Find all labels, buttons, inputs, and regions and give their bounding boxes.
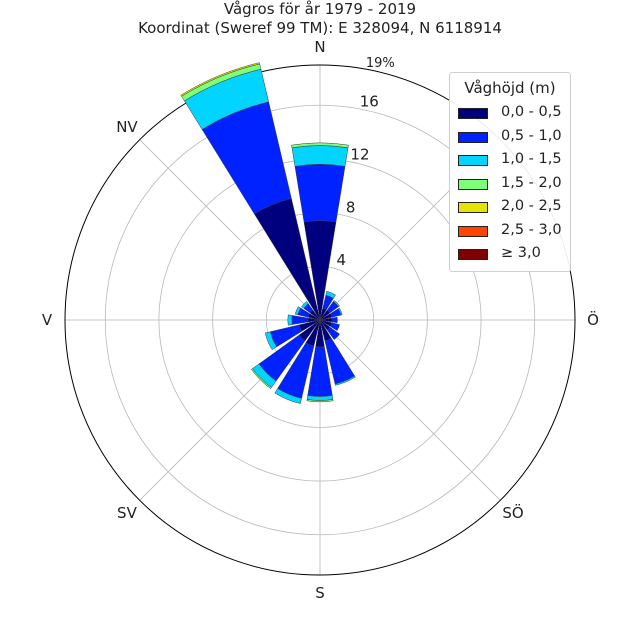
legend-title: Våghöjd (m): [464, 79, 556, 97]
grid-spoke: [139, 139, 321, 321]
bar-segment: [334, 375, 356, 386]
legend-swatch: [458, 108, 488, 119]
bar-segment: [294, 306, 301, 316]
axis-labels: 4 8 12 16 19% N NV V SV S SÖ Ö: [42, 38, 599, 602]
bar-segment: [291, 145, 349, 167]
legend-label: 1,0 - 1,5: [501, 151, 562, 167]
legend-item: 0,0 - 0,5: [458, 104, 570, 122]
bar-segment: [287, 314, 293, 326]
legend-item: 2,5 - 3,0: [458, 221, 570, 240]
legend-swatch: [458, 225, 488, 237]
legend: Våghöjd (m) 0,0 - 0,5 0,5 - 1,0 1,0 - 1,…: [449, 72, 571, 272]
bar-segment: [294, 164, 346, 223]
r-tick-label: 8: [346, 198, 356, 216]
r-max-label: 19%: [366, 56, 395, 71]
legend-label: 2,5 - 3,0: [501, 221, 562, 238]
legend-item: 0,5 - 1,0: [458, 127, 570, 146]
bar-segment: [325, 290, 336, 299]
bar-segment: [180, 62, 261, 97]
direction-label: V: [42, 311, 53, 329]
direction-label: SÖ: [502, 503, 523, 522]
legend-label: 1,5 - 2,0: [501, 174, 562, 191]
legend-swatch: [458, 202, 488, 213]
legend-label: 2,0 - 2,5: [501, 198, 562, 214]
grid-spoke: [319, 319, 501, 501]
legend-label: 0,5 - 1,0: [501, 127, 562, 144]
bar-segment: [326, 326, 340, 340]
bar-segment: [306, 399, 334, 403]
legend-swatch: [458, 178, 488, 190]
legend-item: ≥ 3,0: [458, 245, 570, 263]
bar-segment: [331, 316, 338, 324]
legend-label: ≥ 3,0: [501, 245, 541, 261]
r-tick-label: 4: [337, 251, 347, 269]
outer-ring: [64, 64, 576, 576]
bar-segment: [251, 368, 272, 389]
bar-segment: [301, 301, 309, 309]
bar-segment: [291, 142, 349, 149]
direction-bars: [180, 62, 356, 404]
legend-item: 1,0 - 1,5: [458, 151, 570, 169]
legend-swatch: [458, 131, 488, 143]
legend-label: 0,0 - 0,5: [501, 104, 562, 120]
r-tick-label: 12: [350, 145, 369, 163]
direction-label: S: [315, 584, 325, 602]
legend-swatch: [458, 249, 488, 260]
direction-label: NV: [116, 118, 138, 136]
bar-segment: [329, 322, 340, 331]
direction-label: SV: [117, 504, 138, 522]
bar-segment: [332, 300, 340, 308]
r-tick-label: 16: [360, 93, 379, 111]
chart-subtitle: Koordinat (Sweref 99 TM): E 328094, N 61…: [138, 19, 502, 37]
legend-item: 2,0 - 2,5: [458, 198, 570, 216]
legend-item: 1,5 - 2,0: [458, 174, 570, 193]
direction-label: N: [314, 38, 325, 56]
direction-label: Ö: [587, 310, 599, 329]
bar-segment: [274, 388, 302, 404]
bar-segment: [264, 331, 277, 351]
bar-segment: [337, 307, 343, 316]
chart-title: Vågros för år 1979 - 2019: [223, 0, 417, 18]
legend-swatch: [458, 155, 488, 166]
